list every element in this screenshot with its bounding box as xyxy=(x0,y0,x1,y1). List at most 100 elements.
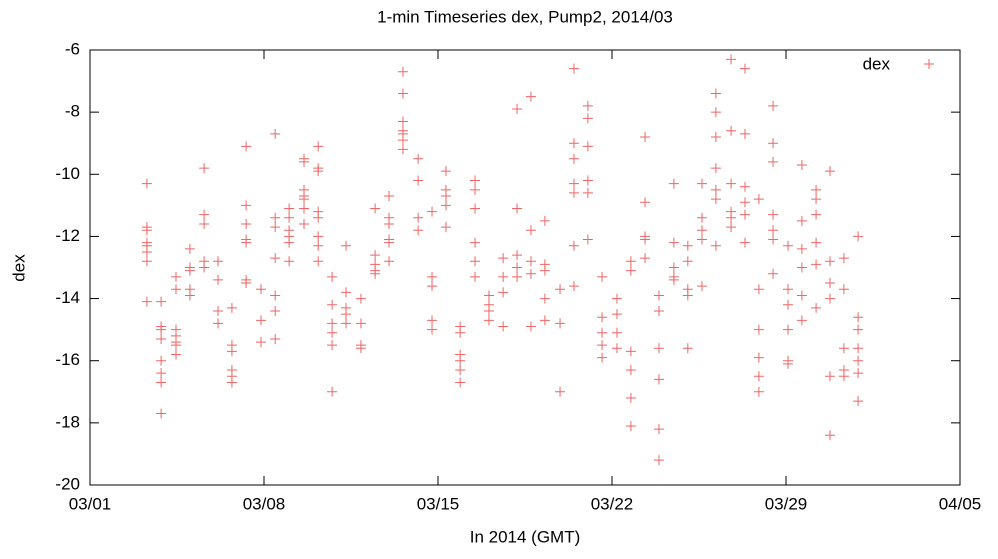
point xyxy=(156,333,167,344)
point xyxy=(582,175,593,186)
point xyxy=(313,231,324,242)
point xyxy=(653,424,664,435)
point xyxy=(199,163,210,174)
point xyxy=(384,237,395,248)
point xyxy=(796,215,807,226)
point xyxy=(653,306,664,316)
point xyxy=(141,296,152,307)
point xyxy=(668,237,679,248)
point xyxy=(568,240,579,251)
point xyxy=(313,256,324,267)
y-tick-label: -20 xyxy=(55,474,80,493)
point xyxy=(582,100,593,111)
point xyxy=(768,209,779,220)
point xyxy=(370,203,381,214)
point xyxy=(397,88,408,99)
point xyxy=(213,306,224,316)
point xyxy=(682,240,693,251)
point xyxy=(141,178,152,189)
point xyxy=(796,315,807,326)
point xyxy=(539,293,550,304)
point xyxy=(226,377,237,388)
point xyxy=(853,355,864,366)
point xyxy=(625,346,636,357)
point xyxy=(739,128,750,139)
point xyxy=(327,299,338,310)
point xyxy=(739,181,750,192)
point xyxy=(768,268,779,279)
point xyxy=(299,219,310,229)
point xyxy=(455,377,466,388)
point xyxy=(171,349,182,360)
point xyxy=(327,340,338,351)
point xyxy=(241,237,252,248)
point xyxy=(171,271,182,282)
point xyxy=(455,327,466,338)
point xyxy=(582,113,593,124)
point xyxy=(440,166,451,177)
point xyxy=(597,312,608,323)
point xyxy=(313,240,324,251)
point xyxy=(299,194,310,205)
point xyxy=(710,163,721,174)
point xyxy=(853,396,864,407)
point xyxy=(241,141,252,152)
point xyxy=(653,374,664,385)
point xyxy=(413,153,424,164)
point xyxy=(427,324,438,335)
point xyxy=(625,365,636,376)
point xyxy=(597,340,608,351)
point xyxy=(512,104,523,115)
point xyxy=(184,243,195,254)
point xyxy=(696,234,707,245)
point xyxy=(284,237,295,248)
point xyxy=(141,225,152,236)
point xyxy=(739,197,750,208)
point xyxy=(525,321,536,332)
point xyxy=(327,318,338,329)
point xyxy=(768,100,779,111)
point xyxy=(213,274,224,285)
point xyxy=(299,156,310,167)
point xyxy=(597,327,608,338)
point xyxy=(753,371,764,382)
point xyxy=(726,212,737,223)
point xyxy=(184,265,195,276)
point xyxy=(256,337,267,348)
point xyxy=(796,159,807,170)
point xyxy=(512,250,523,261)
point xyxy=(739,237,750,248)
point xyxy=(696,212,707,223)
point xyxy=(611,293,622,304)
point xyxy=(241,219,252,229)
point xyxy=(498,253,509,264)
point xyxy=(811,259,822,270)
point xyxy=(156,408,167,419)
point xyxy=(341,287,352,298)
point xyxy=(184,290,195,301)
point xyxy=(270,333,281,344)
point xyxy=(682,290,693,301)
y-tick-label: -10 xyxy=(55,164,80,183)
point xyxy=(768,234,779,245)
point xyxy=(796,243,807,254)
point xyxy=(625,265,636,276)
point xyxy=(811,237,822,248)
point xyxy=(313,212,324,223)
point xyxy=(199,209,210,220)
point xyxy=(668,178,679,189)
point xyxy=(597,352,608,363)
point xyxy=(355,318,366,329)
y-tick-label: -16 xyxy=(55,350,80,369)
point xyxy=(611,327,622,338)
point xyxy=(156,368,167,379)
point xyxy=(568,187,579,198)
point xyxy=(710,240,721,251)
point xyxy=(753,194,764,205)
point xyxy=(270,290,281,301)
point xyxy=(710,194,721,205)
point xyxy=(470,271,481,282)
point xyxy=(256,315,267,326)
legend-marker xyxy=(924,59,934,69)
